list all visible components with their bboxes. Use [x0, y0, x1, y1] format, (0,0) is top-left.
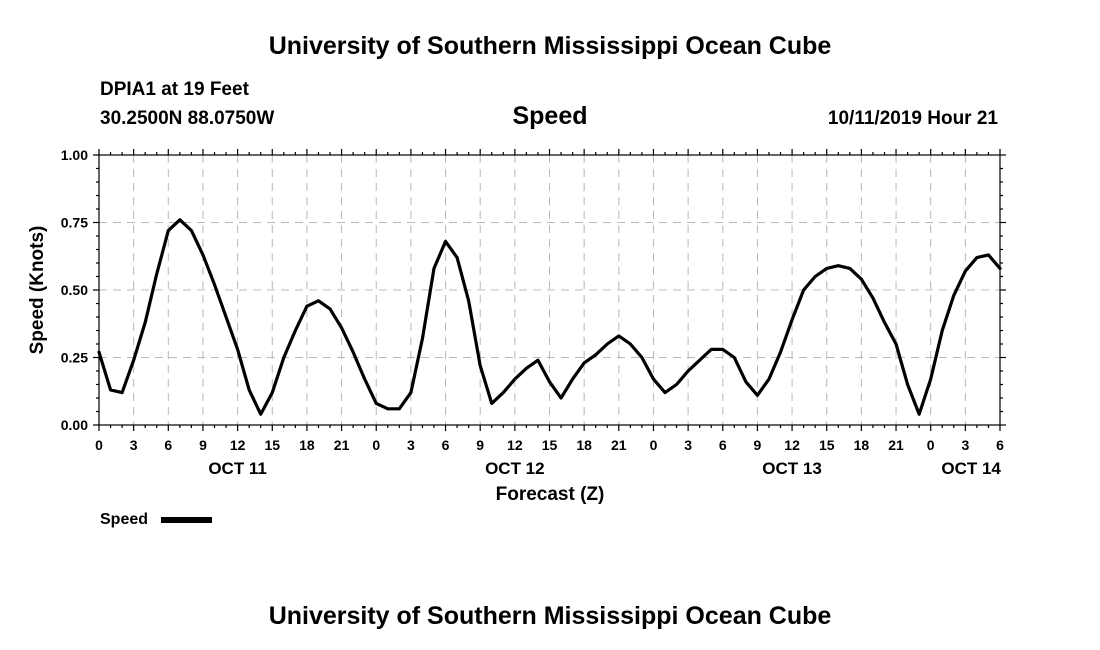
x-tick-label: 12 [784, 437, 800, 453]
x-tick-label: 3 [130, 437, 138, 453]
x-tick-label: 21 [611, 437, 627, 453]
x-axis: 0 3 6 9 12 15 18 21 0 3 6 9 12 15 18 21 0 3 6 9 12 15 18 21 0 3 6 [95, 149, 1004, 453]
x-tick-label: 18 [576, 437, 592, 453]
x-tick-label: 3 [684, 437, 692, 453]
x-tick-label: 0 [650, 437, 658, 453]
coordinates-label: 30.2500N 88.0750W [100, 108, 274, 129]
y-axis-label: Speed (Knots) [27, 226, 48, 355]
x-tick-label: 9 [754, 437, 762, 453]
x-tick-label: 21 [888, 437, 904, 453]
grid-lines [99, 155, 1000, 425]
x-tick-label: 15 [542, 437, 558, 453]
x-tick-label: 0 [372, 437, 380, 453]
x-tick-label: 9 [476, 437, 484, 453]
y-axis: 0.00 0.25 0.50 0.75 1.00 [61, 147, 1006, 433]
y-tick-label: 1.00 [61, 147, 88, 163]
legend: Speed [100, 511, 212, 528]
x-tick-label: 15 [264, 437, 280, 453]
footer-title: University of Southern Mississippi Ocean… [269, 602, 832, 630]
day-labels: OCT 11 OCT 12 OCT 13 OCT 14 [208, 459, 1001, 478]
y-tick-label: 0.25 [61, 350, 88, 366]
x-tick-label: 6 [164, 437, 172, 453]
x-tick-label: 0 [927, 437, 935, 453]
x-tick-label: 12 [230, 437, 246, 453]
x-tick-label: 21 [334, 437, 350, 453]
header-title: University of Southern Mississippi Ocean… [269, 32, 832, 60]
day-label: OCT 11 [208, 459, 267, 478]
series-line-speed [97, 218, 1002, 416]
x-tick-label: 6 [996, 437, 1004, 453]
y-tick-label: 0.00 [61, 417, 88, 433]
legend-label: Speed [100, 511, 148, 528]
series-layer [97, 218, 1002, 416]
day-label: OCT 12 [485, 459, 545, 478]
x-tick-label: 6 [719, 437, 727, 453]
day-label: OCT 14 [941, 459, 1001, 478]
x-tick-label: 3 [407, 437, 415, 453]
x-tick-label: 3 [961, 437, 969, 453]
x-tick-label: 18 [854, 437, 870, 453]
x-tick-label: 6 [442, 437, 450, 453]
chart-title: Speed [512, 102, 587, 130]
station-label: DPIA1 at 19 Feet [100, 79, 250, 100]
x-tick-label: 15 [819, 437, 835, 453]
y-tick-label: 0.50 [61, 282, 88, 298]
day-label: OCT 13 [762, 459, 822, 478]
x-axis-label: Forecast (Z) [496, 484, 605, 505]
y-tick-label: 0.75 [61, 215, 88, 231]
x-tick-label: 0 [95, 437, 103, 453]
x-tick-label: 18 [299, 437, 315, 453]
x-tick-label: 9 [199, 437, 207, 453]
x-tick-label: 12 [507, 437, 523, 453]
timestamp-label: 10/11/2019 Hour 21 [828, 108, 998, 129]
